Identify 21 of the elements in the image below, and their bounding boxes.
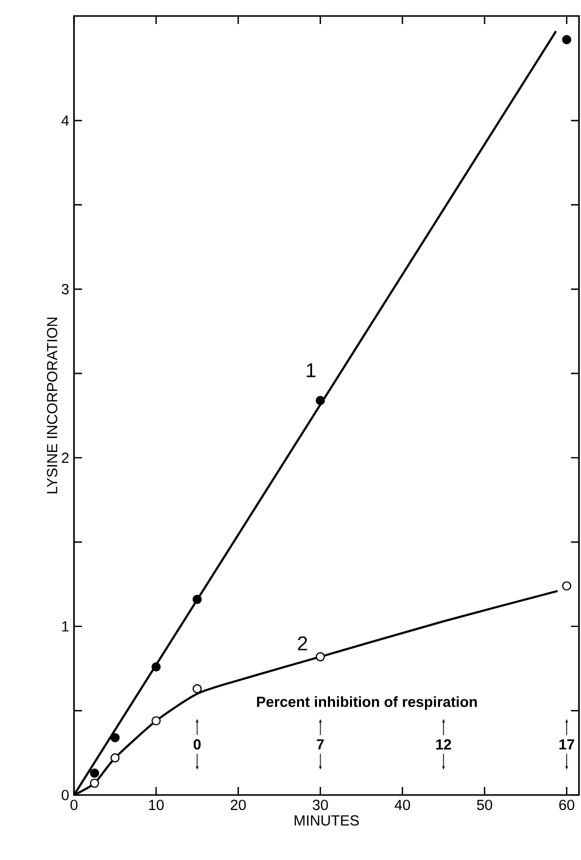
y-tick-label: 4 [61,116,69,126]
y-tick-label: 0 [62,790,69,800]
series-label: 2 [298,636,308,650]
annotation: 17 [559,739,574,750]
x-tick-label: 60 [559,800,574,810]
x-axis-title: MINUTES [294,815,359,826]
annotation: Percent inhibition of respiration [257,696,477,710]
annotation: 12 [436,739,452,750]
x-tick-label: 40 [394,800,410,810]
annotation: 7 [316,739,324,750]
x-tick-label: 10 [149,800,164,810]
x-tick-label: 30 [312,800,328,810]
y-tick-label: 1 [62,621,69,632]
x-tick-label: 50 [476,800,492,810]
x-tick-label: 0 [70,800,78,810]
y-tick-label: 3 [62,284,69,294]
y-tick-label: 2 [62,452,69,463]
x-tick-label: 20 [230,800,246,810]
annotation: 0 [194,739,201,750]
series-label: 1 [306,363,316,378]
y-axis-title: LYSINE INCORPORATION [46,318,58,494]
